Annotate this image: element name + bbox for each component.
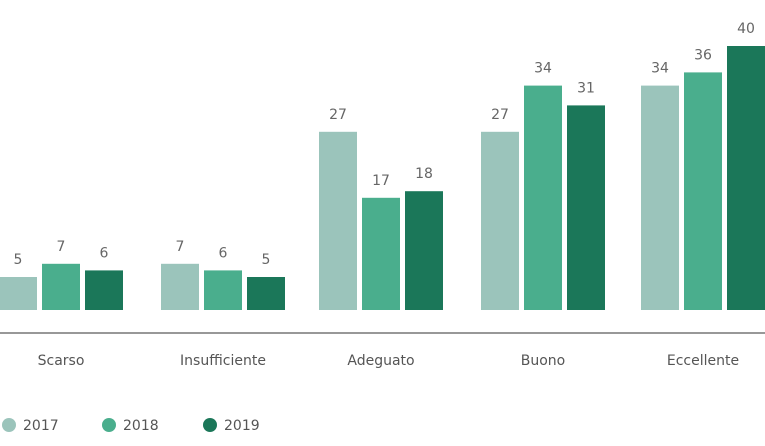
category-labels-layer: Scarso Insufficiente Adeguato Buono Eccellen… [38, 353, 740, 369]
value-label-scarso-2018: 7 [57, 239, 66, 255]
bar-buono-2019 [567, 105, 605, 311]
legend-label-2017: 2017 [23, 418, 59, 434]
value-label-adeguato-2018: 17 [372, 173, 390, 189]
value-label-insufficiente-2017: 7 [176, 239, 185, 255]
bar-scarso-2018 [42, 263, 80, 310]
value-label-scarso-2019: 6 [100, 245, 109, 261]
legend-item-2017: 2017 [2, 418, 59, 434]
category-label-adeguato: Adeguato [347, 353, 414, 369]
bar-insufficiente-2018 [204, 270, 242, 310]
value-label-adeguato-2019: 18 [415, 166, 433, 182]
value-label-insufficiente-2018: 6 [219, 245, 228, 261]
bar-adeguato-2018 [362, 197, 400, 310]
bar-insufficiente-2019 [247, 277, 285, 310]
bar-eccellente-2017 [641, 85, 679, 310]
value-label-eccellente-2019: 40 [737, 21, 755, 37]
bar-eccellente-2019 [727, 46, 765, 310]
bars-layer [0, 46, 765, 311]
legend-item-2018: 2018 [102, 418, 159, 434]
value-label-eccellente-2018: 36 [694, 47, 712, 63]
legend-swatch-2019 [203, 418, 217, 432]
value-label-buono-2017: 27 [491, 107, 509, 123]
value-label-buono-2019: 31 [577, 80, 595, 96]
bar-buono-2017 [481, 131, 519, 310]
legend-swatch-2018 [102, 418, 116, 432]
bar-insufficiente-2017 [161, 263, 199, 310]
legend: 2017 2018 2019 [2, 418, 260, 434]
value-label-insufficiente-2019: 5 [262, 252, 271, 268]
value-label-scarso-2017: 5 [14, 252, 23, 268]
bar-scarso-2019 [85, 270, 123, 310]
value-label-buono-2018: 34 [534, 61, 552, 77]
value-label-adeguato-2017: 27 [329, 107, 347, 123]
legend-swatch-2017 [2, 418, 16, 432]
bar-eccellente-2018 [684, 72, 722, 311]
category-label-scarso: Scarso [38, 353, 85, 369]
legend-label-2019: 2019 [224, 418, 260, 434]
bar-scarso-2017 [0, 277, 37, 310]
category-label-eccellente: Eccellente [667, 353, 739, 369]
value-labels-layer: 5 7 6 7 6 5 27 17 18 27 34 31 34 36 40 [14, 21, 755, 268]
category-label-insufficiente: Insufficiente [180, 353, 266, 369]
legend-item-2019: 2019 [203, 418, 260, 434]
value-label-eccellente-2017: 34 [651, 61, 669, 77]
category-label-buono: Buono [521, 353, 565, 369]
legend-label-2018: 2018 [123, 418, 159, 434]
bar-adeguato-2019 [405, 191, 443, 310]
bar-adeguato-2017 [319, 131, 357, 310]
bar-buono-2018 [524, 85, 562, 310]
